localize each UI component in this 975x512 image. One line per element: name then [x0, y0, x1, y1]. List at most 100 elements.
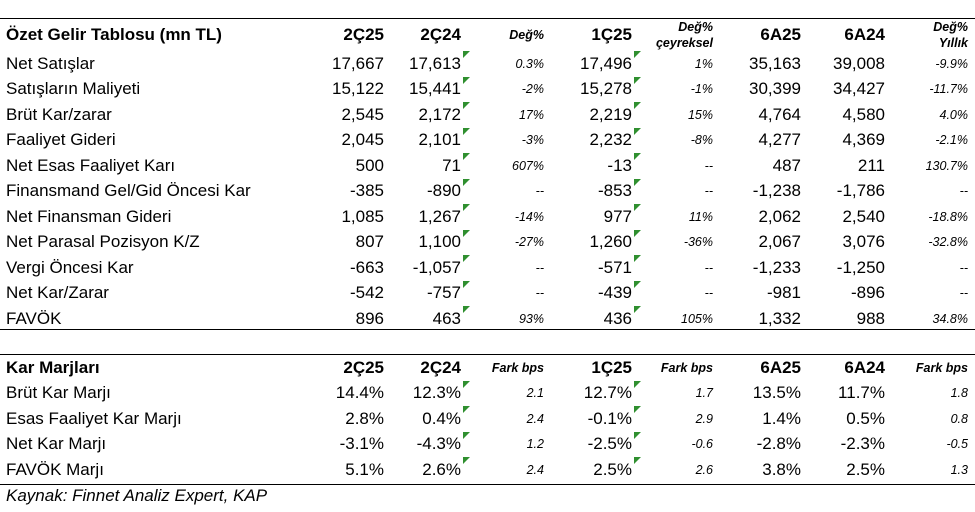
- value-cell: 2.5%: [593, 459, 632, 479]
- value-cell: 463: [432, 308, 461, 328]
- margins-table: Kar Marjları 2Ç25 2Ç24 Fark bps 1Ç25 Fark bps…: [0, 355, 975, 483]
- value-cell: 2,232: [589, 130, 632, 150]
- value-cell: -3%: [521, 133, 544, 148]
- value-cell: -8%: [690, 133, 713, 148]
- value-cell: 15,441: [409, 79, 461, 99]
- income-row: FAVÖK 896 463 93% 436 105% 1,332 988 34.8%: [0, 306, 975, 332]
- value-cell: 2,540: [842, 206, 885, 226]
- row-label: Net Kar/Zarar: [6, 283, 109, 303]
- value-cell: 12.7%: [583, 383, 632, 403]
- comment-flag: [463, 76, 470, 84]
- header-cell: 1Ç25: [591, 357, 632, 377]
- value-cell: 0.3%: [515, 56, 545, 71]
- comment-flag: [463, 229, 470, 237]
- income-row: Vergi Öncesi Kar -663 -1,057 -- -571 -- -1,233…: [0, 255, 975, 281]
- margins-row: FAVÖK Marjı 5.1% 2.6% 2.4 2.5% 2.6 3.8% 2.5% 1.3: [0, 457, 975, 483]
- value-cell: -981: [766, 283, 801, 303]
- value-cell: 13.5%: [752, 383, 801, 403]
- value-cell: 807: [355, 232, 384, 252]
- income-statement-table: Özet Gelir Tablosu (mn TL) 2Ç25 2Ç24 Değ% 1Ç…: [0, 19, 975, 332]
- value-cell: 988: [856, 308, 885, 328]
- value-cell: 2.4: [526, 411, 544, 426]
- row-label: Esas Faaliyet Kar Marjı: [6, 408, 182, 428]
- income-row: Brüt Kar/zarar 2,545 2,172 17% 2,219 15% 4,764…: [0, 102, 975, 128]
- value-cell: 1%: [694, 56, 713, 71]
- margins-row: Esas Faaliyet Kar Marjı 2.8% 0.4% 2.4 -0.1% 2…: [0, 406, 975, 432]
- value-cell: 2.4: [526, 462, 544, 477]
- value-cell: 71: [442, 155, 461, 175]
- value-cell: 93%: [518, 311, 544, 326]
- comment-flag: [463, 457, 470, 464]
- value-cell: 0.4%: [422, 408, 461, 428]
- comment-flag: [634, 178, 641, 186]
- row-label: Satışların Maliyeti: [6, 79, 141, 99]
- header-cell: 2Ç24: [420, 357, 461, 377]
- value-cell: 0.5%: [846, 408, 885, 428]
- value-cell: -757: [426, 283, 461, 303]
- income-row: Finansmand Gel/Gid Öncesi Kar -385 -890 -- -…: [0, 178, 975, 205]
- value-cell: -0.6: [691, 437, 713, 452]
- row-label: Finansmand Gel/Gid Öncesi Kar: [6, 181, 251, 201]
- value-cell: -2.5%: [587, 434, 632, 454]
- value-cell: -542: [349, 283, 384, 303]
- value-cell: 105%: [681, 311, 713, 326]
- value-cell: 436: [603, 308, 632, 328]
- value-cell: 500: [355, 155, 384, 175]
- value-cell: 3,076: [842, 232, 885, 252]
- value-cell: 14.4%: [335, 383, 384, 403]
- value-cell: 896: [355, 308, 384, 328]
- value-cell: 2.6%: [422, 459, 461, 479]
- value-cell: 1,100: [418, 232, 461, 252]
- header-cell: Fark bps: [915, 360, 968, 375]
- value-cell: 3.8%: [762, 459, 801, 479]
- value-cell: 2,067: [758, 232, 801, 252]
- value-cell: --: [959, 260, 968, 275]
- value-cell: --: [959, 286, 968, 301]
- header-cell: 2Ç24: [420, 25, 461, 44]
- value-cell: 1,267: [418, 206, 461, 226]
- value-cell: -2.1%: [935, 133, 968, 148]
- value-cell: 17,667: [332, 53, 384, 73]
- value-cell: 4,277: [758, 130, 801, 150]
- value-cell: 11%: [688, 209, 713, 224]
- value-cell: -14%: [514, 209, 544, 224]
- value-cell: 2.6: [695, 462, 713, 477]
- margins-header-row: Kar Marjları 2Ç25 2Ç24 Fark bps 1Ç25 Fark bps…: [0, 355, 975, 381]
- value-cell: 11.7%: [838, 383, 885, 403]
- value-cell: 15,122: [332, 79, 384, 99]
- row-label: Faaliyet Gideri: [6, 130, 116, 150]
- value-cell: 2,062: [758, 206, 801, 226]
- header-cell: 2Ç25: [343, 357, 384, 377]
- comment-flag: [634, 153, 641, 160]
- top-rule: [0, 18, 975, 19]
- value-cell: 35,163: [749, 53, 801, 73]
- value-cell: -853: [597, 181, 632, 201]
- value-cell: 4.0%: [939, 107, 969, 122]
- comment-flag: [634, 255, 641, 262]
- header-cell: Fark bps: [660, 360, 713, 375]
- value-cell: -3.1%: [339, 434, 384, 454]
- value-cell: --: [704, 286, 713, 301]
- value-cell: -18.8%: [928, 209, 968, 224]
- value-cell: -0.5: [946, 437, 968, 452]
- value-cell: 2,219: [589, 104, 632, 124]
- comment-flag: [634, 431, 641, 439]
- source-note: Kaynak: Finnet Analiz Expert, KAP: [6, 486, 268, 505]
- value-cell: 15%: [687, 107, 713, 122]
- header-cell: 6A24: [844, 25, 885, 44]
- comment-flag: [634, 204, 641, 211]
- header-cell: Değ% Yıllık: [933, 19, 968, 52]
- value-cell: -4.3%: [416, 434, 461, 454]
- value-cell: -27%: [514, 235, 544, 250]
- header-line: Değ%: [933, 20, 968, 34]
- income-row: Net Esas Faaliyet Karı 500 71 607% -13 -- 487 2…: [0, 153, 975, 179]
- value-cell: --: [535, 260, 544, 275]
- value-cell: -1,250: [836, 257, 885, 277]
- row-label: Vergi Öncesi Kar: [6, 257, 134, 277]
- value-cell: 1,332: [758, 308, 801, 328]
- value-cell: 34,427: [833, 79, 885, 99]
- row-label: Brüt Kar/zarar: [6, 104, 112, 124]
- value-cell: 2,172: [418, 104, 461, 124]
- value-cell: -1,057: [412, 257, 461, 277]
- margins-bottom-rule: [0, 484, 975, 485]
